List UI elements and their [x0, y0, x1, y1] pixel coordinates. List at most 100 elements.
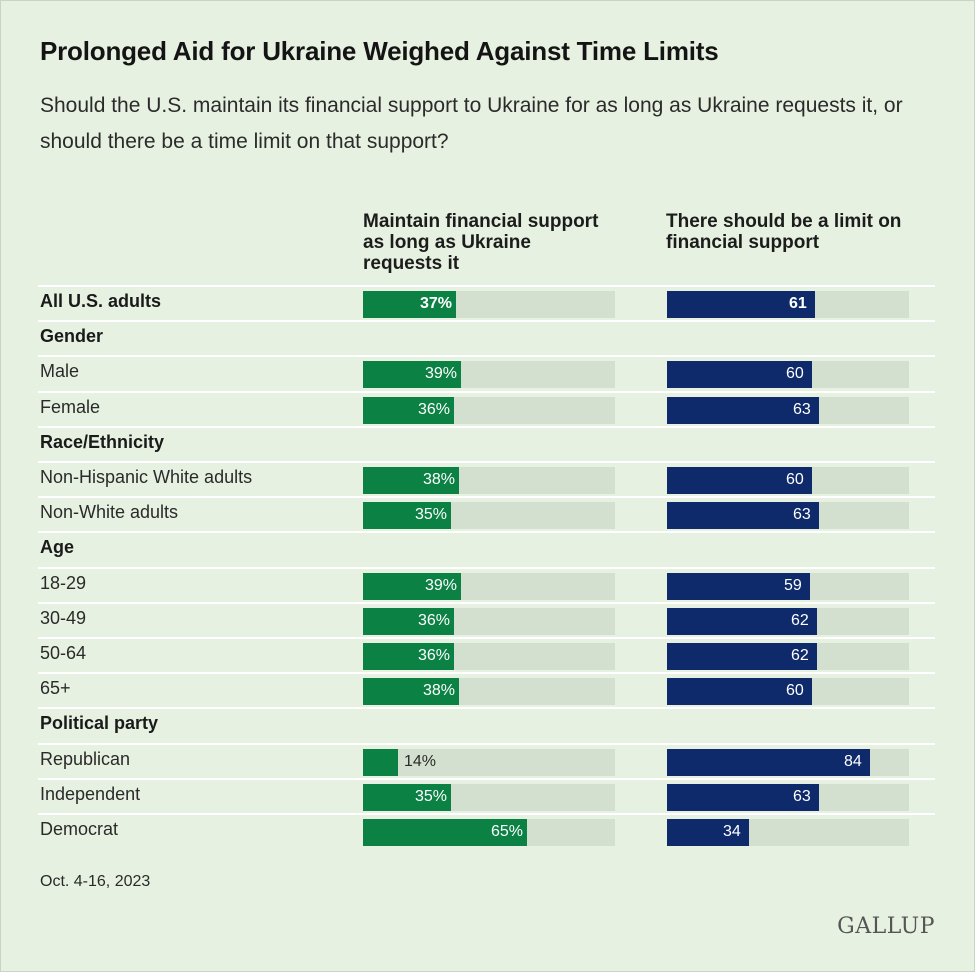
row-label: 65+	[40, 678, 71, 699]
maintain-bar	[363, 467, 459, 494]
data-row: 50-64 36% 62	[0, 637, 975, 673]
maintain-bar-track: 35%	[363, 783, 615, 811]
survey-date: Oct. 4-16, 2023	[40, 873, 151, 890]
group-header-row: Race/Ethnicity	[0, 425, 975, 462]
maintain-value-label: 37%	[420, 295, 453, 312]
limit-bar-track: 60	[667, 361, 909, 389]
data-row: Non-White adults 35% 63	[0, 496, 975, 532]
limit-value-label: 63	[793, 787, 811, 805]
limit-bar	[667, 748, 870, 776]
row-label: Female	[40, 396, 101, 417]
maintain-value-label: 36%	[418, 611, 451, 629]
maintain-bar	[363, 783, 451, 811]
group-header-row: Political party	[0, 707, 975, 743]
limit-bar-track: 60	[667, 467, 909, 494]
maintain-bar-track: 36%	[363, 396, 615, 424]
maintain-bar-track: 37%	[363, 291, 615, 318]
maintain-bar	[363, 607, 454, 635]
maintain-bar-track: 14%	[363, 748, 615, 776]
row-label: Non-Hispanic White adults	[40, 467, 253, 487]
maintain-bar	[363, 678, 459, 706]
limit-bar-track: 63	[667, 396, 909, 424]
row-label: 30-49	[40, 607, 87, 628]
limit-bar	[667, 607, 817, 635]
limit-bar-track: 61	[667, 291, 909, 318]
limit-bar-track: 62	[667, 643, 909, 670]
limit-value-label: 60	[786, 682, 804, 700]
maintain-value-label: 38%	[423, 682, 456, 700]
maintain-value-label: 36%	[418, 647, 451, 664]
group-header-row: Gender	[0, 320, 975, 356]
maintain-value-label: 14%	[404, 752, 437, 770]
data-row: 65+ 38% 60	[0, 672, 975, 708]
limit-bar	[667, 467, 812, 494]
maintain-value-label: 39%	[425, 365, 458, 383]
data-row: 30-49 36% 62	[0, 601, 975, 638]
column-header-maintain: Maintain financial support as long as Uk…	[363, 211, 599, 274]
maintain-bar-track: 36%	[363, 607, 615, 635]
row-divider	[38, 425, 935, 428]
row-label: Male	[40, 361, 80, 382]
limit-bar	[667, 572, 810, 600]
group-label: Age	[40, 537, 75, 558]
row-divider	[38, 707, 935, 710]
data-row: Democrat 65% 34	[0, 813, 975, 849]
maintain-value-label: 35%	[415, 506, 448, 524]
limit-value-label: 63	[793, 506, 811, 524]
maintain-bar-track: 38%	[363, 467, 615, 494]
maintain-bar-track: 35%	[363, 502, 615, 530]
gallup-logo: GALLUP	[837, 914, 935, 939]
row-divider	[38, 285, 935, 287]
limit-value-label: 59	[784, 576, 802, 594]
maintain-bar-track: 39%	[363, 572, 615, 600]
maintain-bar	[363, 291, 456, 318]
data-row: All U.S. adults 37% 61	[0, 285, 975, 321]
row-label: All U.S. adults	[40, 291, 162, 311]
row-divider	[38, 461, 935, 463]
limit-bar	[667, 291, 815, 318]
limit-value-label: 84	[844, 752, 862, 770]
group-header-row: Age	[0, 531, 975, 567]
data-row: Female 36% 63	[0, 390, 975, 427]
limit-value-label: 62	[791, 647, 809, 664]
maintain-value-label: 39%	[425, 576, 458, 594]
limit-bar	[667, 783, 819, 811]
row-label: 50-64	[40, 643, 87, 663]
group-label: Gender	[40, 326, 104, 347]
row-divider	[38, 355, 935, 358]
row-divider	[38, 531, 935, 534]
limit-bar-track: 62	[667, 607, 909, 635]
maintain-bar	[363, 502, 451, 530]
maintain-bar	[363, 361, 461, 389]
maintain-bar-track: 38%	[363, 678, 615, 706]
row-label: Republican	[40, 748, 131, 769]
row-divider	[38, 742, 935, 745]
maintain-bar	[363, 819, 527, 846]
row-divider	[38, 813, 935, 815]
limit-value-label: 62	[791, 611, 809, 629]
data-row: Republican 14% 84	[0, 742, 975, 779]
maintain-bar-track: 65%	[363, 819, 615, 846]
limit-value-label: 34	[723, 823, 741, 840]
limit-bar	[667, 643, 817, 670]
data-row: Non-Hispanic White adults 38% 60	[0, 461, 975, 497]
row-label: Independent	[40, 783, 141, 804]
limit-bar-track: 63	[667, 502, 909, 530]
row-divider	[38, 496, 935, 499]
row-divider	[38, 390, 935, 393]
row-divider	[38, 601, 935, 604]
maintain-bar	[363, 572, 461, 600]
data-row: Male 39% 60	[0, 355, 975, 391]
limit-value-label: 61	[789, 295, 807, 312]
limit-value-label: 63	[793, 400, 811, 418]
row-divider	[38, 777, 935, 780]
limit-bar	[667, 819, 749, 846]
maintain-bar	[363, 748, 398, 776]
limit-bar-track: 59	[667, 572, 909, 600]
row-divider	[38, 672, 935, 675]
limit-value-label: 60	[786, 471, 804, 488]
row-label: 18-29	[40, 572, 87, 593]
limit-bar-track: 34	[667, 819, 909, 846]
row-divider	[38, 566, 935, 569]
chart-subtitle: Should the U.S. maintain its financial s…	[40, 94, 903, 153]
